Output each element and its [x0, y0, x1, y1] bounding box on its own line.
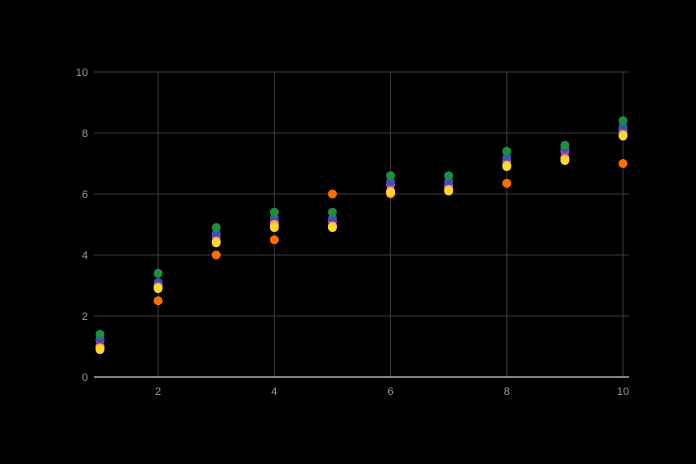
- tick-labels: 0 2 4 6 8 10 2 4 6 8 10: [76, 67, 629, 398]
- data-point: [502, 162, 512, 172]
- data-point: [386, 187, 396, 197]
- data-point: [327, 189, 337, 199]
- data-point: [560, 140, 570, 150]
- data-point: [211, 223, 221, 233]
- data-point: [618, 116, 628, 126]
- series-5: [95, 131, 628, 355]
- data-point: [153, 268, 163, 278]
- x-tick-label: 8: [504, 386, 510, 398]
- x-tick-label: 4: [271, 386, 277, 398]
- data-point: [444, 171, 454, 181]
- data-points: [95, 116, 628, 355]
- y-tick-label: 2: [82, 311, 88, 323]
- data-point: [153, 284, 163, 294]
- series-2: [95, 125, 628, 345]
- data-point: [95, 329, 105, 339]
- data-point: [560, 155, 570, 165]
- y-tick-label: 8: [82, 128, 88, 140]
- series-3: [95, 122, 628, 344]
- data-point: [269, 223, 279, 233]
- data-point: [269, 207, 279, 217]
- gridlines: [94, 71, 629, 377]
- data-point: [269, 235, 279, 245]
- data-point: [327, 223, 337, 233]
- data-point: [502, 178, 512, 188]
- x-tick-label: 10: [617, 386, 629, 398]
- data-point: [502, 146, 512, 156]
- data-point: [444, 186, 454, 196]
- x-tick-label: 2: [155, 386, 161, 398]
- data-point: [327, 207, 337, 217]
- series-6: [95, 116, 628, 339]
- y-tick-label: 10: [76, 67, 88, 79]
- y-tick-label: 6: [82, 189, 88, 201]
- data-point: [386, 171, 396, 181]
- y-tick-label: 0: [82, 372, 88, 384]
- data-point: [618, 159, 628, 168]
- series-4: [95, 130, 628, 353]
- data-point: [153, 296, 163, 306]
- data-point: [618, 131, 628, 141]
- series-1: [95, 152, 628, 351]
- x-tick-label: 6: [387, 386, 393, 398]
- y-tick-label: 4: [82, 250, 88, 262]
- data-point: [211, 250, 221, 260]
- data-point: [211, 238, 221, 248]
- data-point: [95, 345, 105, 355]
